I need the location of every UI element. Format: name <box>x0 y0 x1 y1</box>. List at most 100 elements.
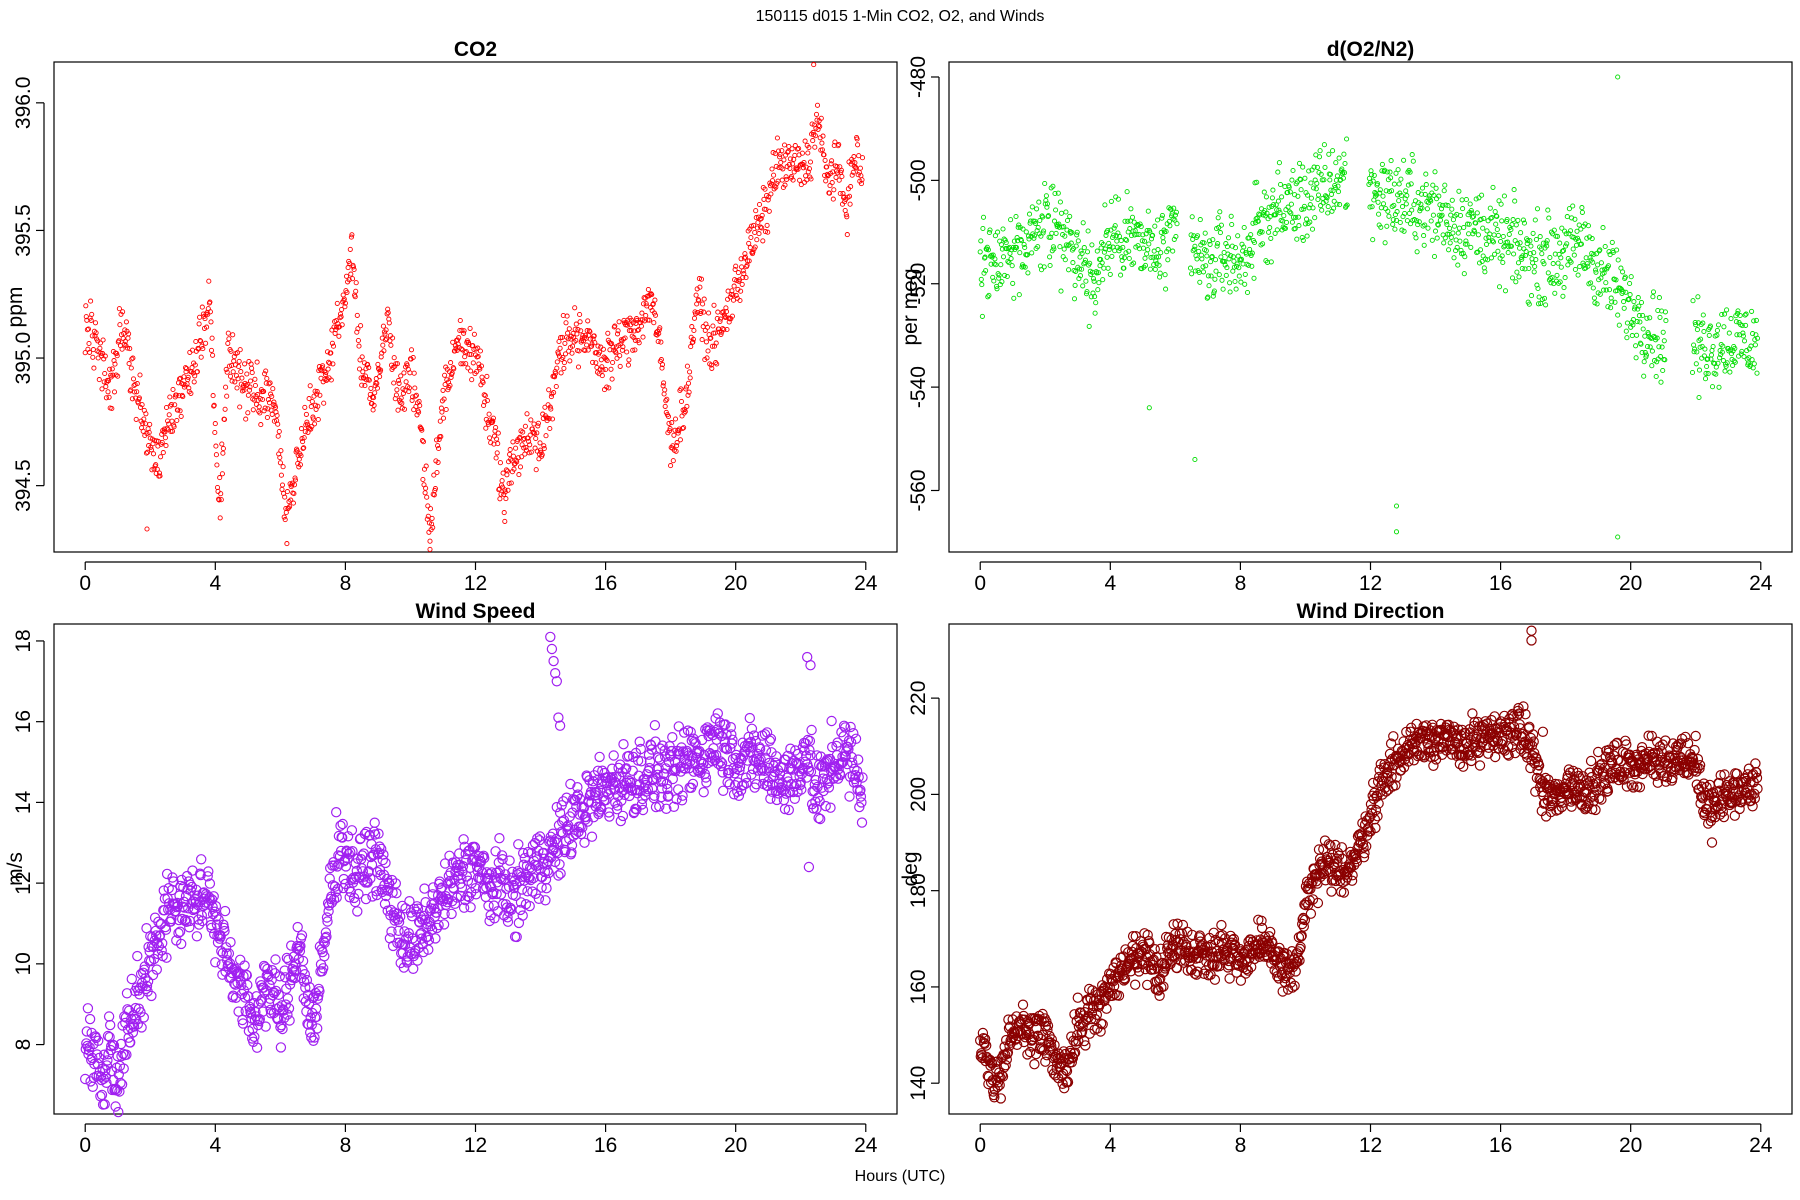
data-point <box>114 350 120 357</box>
data-point <box>985 247 991 253</box>
data-point <box>504 468 511 474</box>
data-point <box>1021 241 1027 248</box>
data-point <box>144 526 150 532</box>
data-point <box>1045 213 1052 219</box>
data-point <box>1069 229 1075 236</box>
data-point <box>980 225 986 232</box>
data-point <box>1615 312 1621 318</box>
data-point <box>1585 223 1591 229</box>
data-point <box>1164 249 1170 255</box>
data-point <box>1660 367 1666 374</box>
data-point <box>422 490 428 496</box>
data-point <box>257 396 263 402</box>
data-point <box>679 413 685 419</box>
data-point <box>1035 224 1041 231</box>
data-point <box>1147 266 1153 272</box>
data-point <box>151 466 157 472</box>
data-point <box>138 1012 149 1023</box>
data-point <box>328 377 334 383</box>
data-point <box>1289 219 1295 225</box>
data-point <box>1163 228 1169 235</box>
data-points <box>79 631 868 1118</box>
data-point <box>1532 263 1538 270</box>
data-point <box>388 342 394 348</box>
data-point <box>805 150 811 156</box>
data-point <box>1332 184 1338 191</box>
data-point <box>236 363 242 370</box>
data-point <box>276 428 282 435</box>
data-point <box>1036 199 1042 205</box>
data-point <box>768 191 774 197</box>
x-tick-label: 20 <box>1619 1134 1642 1157</box>
data-point <box>150 451 157 457</box>
data-point <box>536 882 547 893</box>
data-point <box>806 724 817 736</box>
data-point <box>669 420 675 426</box>
data-point <box>337 818 348 830</box>
data-point <box>191 931 203 942</box>
data-point <box>290 965 302 976</box>
data-point <box>983 268 989 274</box>
data-point <box>1434 235 1440 241</box>
data-point <box>1557 240 1563 246</box>
data-point <box>121 988 133 999</box>
data-point <box>412 955 423 966</box>
data-point <box>1323 864 1334 875</box>
data-point <box>1472 228 1478 235</box>
data-point <box>263 368 269 374</box>
data-point <box>750 756 761 767</box>
data-point <box>1314 164 1320 170</box>
data-point <box>1108 198 1114 204</box>
data-point <box>1612 299 1618 305</box>
data-point <box>1058 288 1064 294</box>
data-point <box>1702 346 1708 352</box>
data-point <box>100 1064 111 1076</box>
data-point <box>1644 343 1651 350</box>
data-point <box>1148 964 1160 975</box>
data-point <box>773 163 779 169</box>
data-point <box>545 631 556 643</box>
data-point <box>642 783 654 795</box>
data-point <box>744 712 756 724</box>
data-point <box>1477 247 1484 253</box>
data-point <box>1298 187 1304 193</box>
data-point <box>684 363 690 369</box>
data-point <box>677 790 688 801</box>
data-point <box>191 379 197 385</box>
data-point <box>278 448 284 454</box>
data-point <box>1515 260 1522 266</box>
data-point <box>753 208 759 214</box>
data-point <box>1336 155 1342 161</box>
data-point <box>267 380 273 386</box>
data-point <box>654 754 666 765</box>
data-point <box>526 450 532 456</box>
data-point <box>769 166 775 172</box>
data-point <box>780 166 786 172</box>
data-point <box>1286 184 1292 190</box>
data-point <box>1287 189 1293 195</box>
data-point <box>477 348 483 354</box>
data-point <box>1103 232 1109 238</box>
data-point <box>1558 255 1564 261</box>
data-point <box>315 403 321 409</box>
data-point <box>999 279 1005 285</box>
data-point <box>1011 295 1017 301</box>
data-point <box>371 886 382 897</box>
data-point <box>1152 223 1158 229</box>
data-point <box>825 173 831 179</box>
data-point <box>458 902 470 913</box>
data-point <box>819 147 825 153</box>
data-point <box>1715 322 1722 328</box>
data-point <box>569 350 575 356</box>
data-point <box>129 396 135 402</box>
data-point <box>658 768 670 779</box>
data-point <box>1631 299 1637 305</box>
data-point <box>1331 205 1337 211</box>
data-point <box>696 298 702 304</box>
data-point <box>1440 202 1446 208</box>
data-point <box>603 366 609 373</box>
data-point <box>717 318 723 324</box>
data-point <box>1324 195 1330 201</box>
data-point <box>490 846 501 857</box>
data-point <box>639 310 645 316</box>
